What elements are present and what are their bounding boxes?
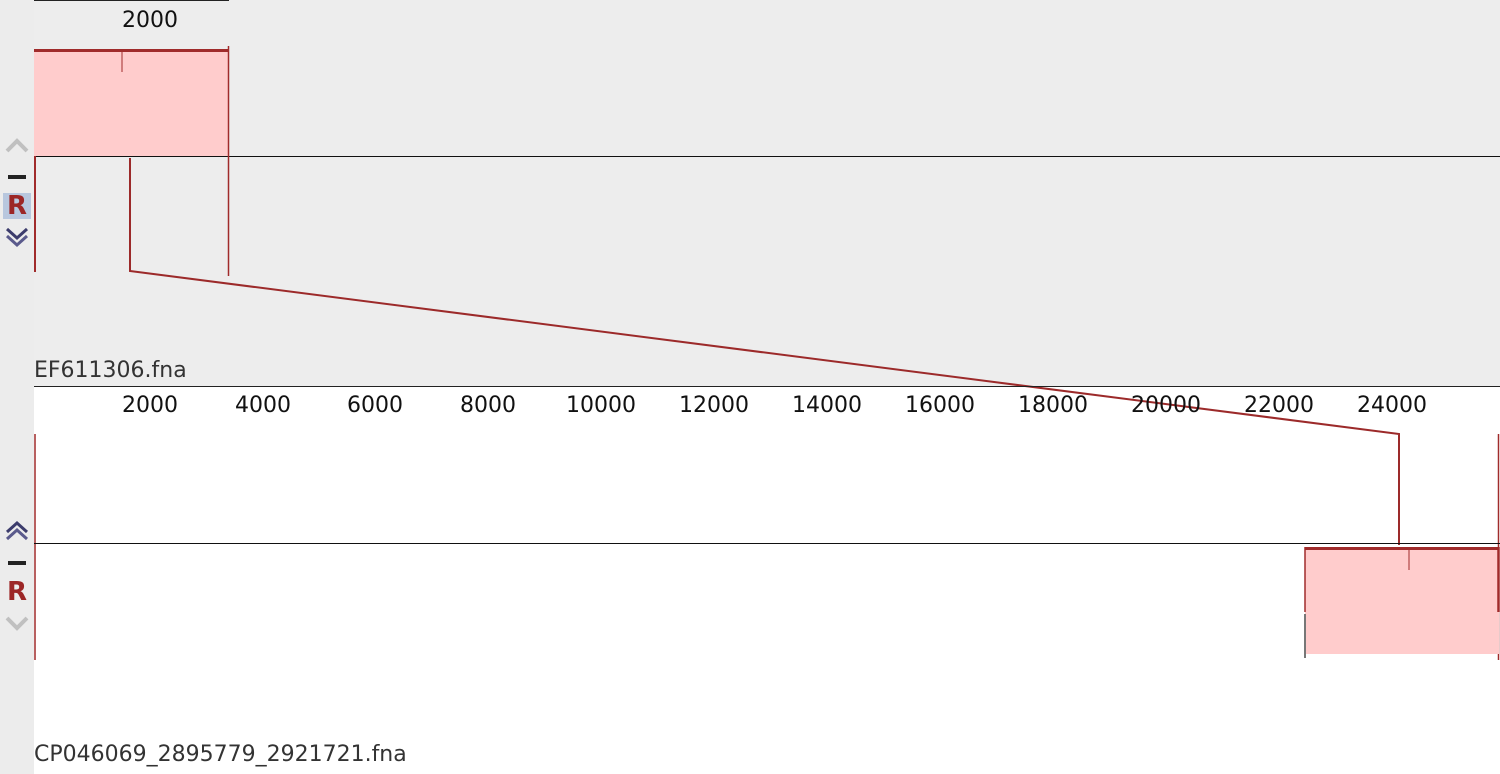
genome2-ruler-tick: 22000 [1244,393,1314,418]
genome1-move-up-button[interactable] [3,132,31,158]
genome1-ruler: 2000 [34,0,229,33]
genome2-ruler-tick: 12000 [679,393,749,418]
minus-icon [8,175,26,179]
genome1-ruler-tick-2000: 2000 [122,8,178,33]
genome2-ruler-tick: 8000 [460,393,516,418]
genome2-ruler-tick: 4000 [235,393,291,418]
genome2-ruler-tick: 6000 [347,393,403,418]
genome2-ruler: 2000 4000 6000 8000 10000 12000 14000 16… [34,386,1500,418]
genome2-lcb-bounds [34,434,1500,660]
genome1-lcb-block[interactable] [34,46,230,156]
genome1-hide-button[interactable] [3,164,31,190]
up-arrow-icon [5,520,29,541]
genome1-move-down-button[interactable] [3,224,31,250]
lcb-connector-line [129,158,1400,545]
track2-control-gutter: R [0,386,34,774]
minus-icon [8,561,26,565]
genome1-reverse-button[interactable]: R [3,193,31,219]
genome1-panel[interactable]: EF611306.fna [34,0,1500,386]
genome2-move-up-button[interactable] [3,518,31,544]
genome2-reverse-button[interactable]: R [6,577,28,607]
up-arrow-icon [5,138,29,153]
genome2-panel[interactable]: CP046069_2895779_2921721.fna [34,386,1500,774]
genome2-ruler-tick: 10000 [566,393,636,418]
genome2-ruler-tick: 18000 [1018,393,1088,418]
genome2-move-down-button[interactable] [3,611,31,637]
genome2-sequence-name: CP046069_2895779_2921721.fna [34,742,407,767]
genome2-ruler-tick: 14000 [792,393,862,418]
track1-control-gutter: R [0,0,34,386]
genome2-ruler-tick: 16000 [905,393,975,418]
genome1-lcb-bounds [34,156,230,276]
genome2-ruler-tick: 24000 [1357,393,1427,418]
down-arrow-icon [5,616,29,631]
genome2-hide-button[interactable] [3,550,31,576]
genome2-lcb-block[interactable] [1304,547,1500,658]
down-arrow-icon [5,227,29,248]
genome2-ruler-tick: 2000 [122,393,178,418]
genome1-sequence-name: EF611306.fna [34,358,187,383]
genome2-ruler-tick: 20000 [1131,393,1201,418]
